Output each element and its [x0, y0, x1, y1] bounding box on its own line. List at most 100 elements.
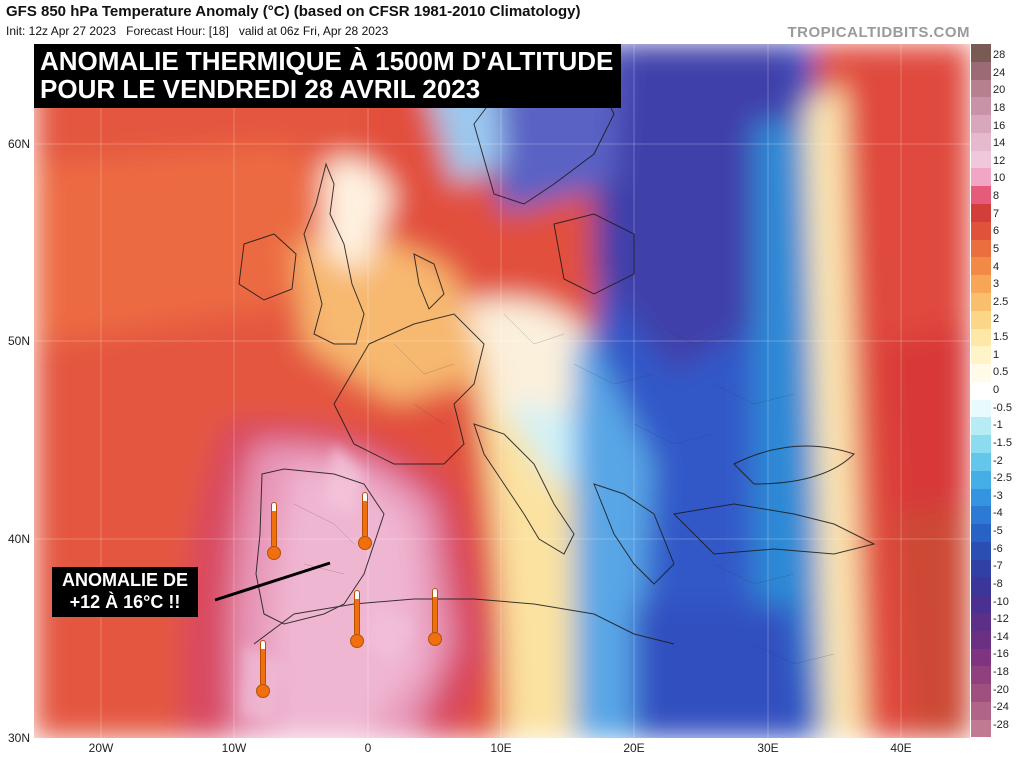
colorbar-swatch	[971, 417, 991, 436]
colorbar-swatch	[971, 346, 991, 365]
colorbar-tick-label: -7	[993, 560, 1003, 573]
colorbar-swatch	[971, 61, 991, 80]
colorbar-tick-label: 24	[993, 66, 1006, 79]
colorbar-tick-label: -8	[993, 577, 1003, 590]
colorbar-tick-label: -6	[993, 542, 1003, 555]
colorbar-tick-label: -16	[993, 648, 1009, 661]
chart-title: GFS 850 hPa Temperature Anomaly (°C) (ba…	[6, 3, 581, 20]
init-time: Init: 12z Apr 27 2023	[6, 24, 117, 38]
colorbar-tick-label: -24	[993, 701, 1009, 714]
anomaly-callout: ANOMALIE DE +12 À 16°C !!	[52, 567, 198, 617]
brand-watermark: TROPICALTIDBITS.COM	[787, 24, 970, 41]
run-info: Init: 12z Apr 27 2023 Forecast Hour: [18…	[6, 24, 388, 38]
lat-label-30n: 30N	[7, 731, 30, 745]
colorbar-swatch	[971, 115, 991, 133]
lon-label-0: 0	[364, 741, 372, 755]
colorbar-tick-label: -20	[993, 683, 1009, 696]
colorbar-tick-label: 28	[993, 49, 1006, 61]
colorbar-swatch	[971, 168, 991, 187]
overlay-title-line-2: POUR LE VENDREDI 28 AVRIL 2023	[40, 74, 481, 104]
colorbar-tick-label: 4	[993, 260, 1000, 273]
thermometer-morocco-icon	[256, 640, 270, 698]
colorbar-swatch	[971, 97, 991, 116]
map-overlay-title: ANOMALIE THERMIQUE À 1500M D'ALTITUDE PO…	[34, 44, 622, 108]
colorbar-swatch	[971, 541, 991, 560]
thermometer-algeria-icon	[428, 588, 442, 646]
colorbar-tick-label: 5	[993, 242, 1000, 255]
colorbar-swatch	[971, 132, 991, 151]
lon-label-20w: 20W	[88, 741, 114, 755]
lon-label-30e: 30E	[757, 741, 779, 755]
forecast-hour: Forecast Hour: [18]	[126, 24, 229, 38]
colorbar-tick-label: 12	[993, 154, 1006, 167]
colorbar-tick-label: 18	[993, 101, 1006, 114]
colorbar-tick-label: 20	[993, 84, 1006, 97]
colorbar-swatch	[971, 275, 991, 293]
colorbar-swatch	[971, 310, 991, 329]
lon-label-10e: 10E	[490, 741, 512, 755]
colorbar-swatch	[971, 435, 991, 453]
colorbar-swatch	[971, 524, 991, 542]
colorbar-tick-label: -14	[993, 630, 1009, 643]
colorbar-tick-label: -12	[993, 613, 1009, 626]
colorbar-tick-label: 7	[993, 207, 1000, 220]
colorbar-tick-label: 2.5	[993, 295, 1009, 308]
callout-line-2: +12 À 16°C !!	[69, 592, 181, 612]
colorbar-labels: 28 24 20 18 16 14 12 10 8 7 6 5 4 3 2.5 2 1.5 1 0.5 0 -0.5 -1…	[993, 44, 1024, 738]
colorbar-swatch	[971, 186, 991, 205]
lat-label-60n: 60N	[7, 137, 30, 151]
colorbar-tick-label: 8	[993, 190, 1000, 203]
colorbar-tick-label: -0.5	[993, 401, 1012, 414]
colorbar-tick-label: -18	[993, 666, 1009, 679]
colorbar-swatch	[971, 666, 991, 685]
colorbar-swatch	[971, 701, 991, 720]
colorbar-swatch	[971, 613, 991, 631]
colorbar-tick-label: -3	[993, 489, 1003, 502]
valid-time: valid at 06z Fri, Apr 28 2023	[238, 24, 389, 38]
colorbar-tick-label: -1.5	[993, 436, 1012, 449]
colorbar-swatch	[971, 559, 991, 578]
colorbar-swatch	[971, 239, 991, 258]
colorbar-tick-label: -1	[993, 419, 1003, 432]
colorbar-swatch	[971, 488, 991, 507]
colorbar-swatch	[971, 630, 991, 649]
colorbar-tick-label: -28	[993, 719, 1009, 731]
colorbar-tick-label: 1.5	[993, 331, 1009, 344]
colorbar-swatch	[971, 292, 991, 311]
colorbar-tick-label: -2	[993, 454, 1003, 467]
colorbar-swatch	[971, 204, 991, 222]
colorbar-tick-label: 3	[993, 278, 1000, 291]
colorbar-swatch	[971, 452, 991, 471]
colorbar-swatch	[971, 506, 991, 525]
colorbar-swatch	[971, 328, 991, 347]
colorbar-swatch	[971, 221, 991, 240]
colorbar-swatch	[971, 399, 991, 418]
overlay-title-line-1: ANOMALIE THERMIQUE À 1500M D'ALTITUDE	[40, 46, 614, 76]
colorbar-tick-label: -10	[993, 595, 1009, 608]
lat-label-50n: 50N	[7, 334, 30, 348]
colorbar-swatch	[971, 648, 991, 667]
colorbar-tick-label: 1	[993, 348, 1000, 361]
colorbar-swatch	[971, 150, 991, 169]
colorbar-tick-label: 2	[993, 313, 1000, 326]
colorbar-tick-label: -2.5	[993, 472, 1012, 485]
colorbar-tick-label: 0.5	[993, 366, 1009, 379]
colorbar-swatch	[971, 257, 991, 276]
colorbar-swatch	[971, 684, 991, 702]
thermometer-spain-centre-icon	[358, 492, 372, 550]
lon-label-40e: 40E	[890, 741, 912, 755]
thermometer-portugal-north-icon	[267, 502, 281, 560]
colorbar-tick-label: 14	[993, 137, 1006, 150]
colorbar-swatch	[971, 470, 991, 489]
colorbar-tick-label: 6	[993, 225, 1000, 238]
colorbar-tick-label: 10	[993, 172, 1006, 185]
colorbar-swatch	[971, 577, 991, 596]
lon-label-20e: 20E	[623, 741, 645, 755]
colorbar-tick-label: 16	[993, 119, 1006, 132]
colorbar-swatch	[971, 79, 991, 98]
callout-line-1: ANOMALIE DE	[62, 570, 188, 590]
colorbar	[971, 44, 991, 738]
anomaly-map	[34, 44, 970, 738]
lat-label-40n: 40N	[7, 532, 30, 546]
colorbar-swatch	[971, 381, 991, 400]
